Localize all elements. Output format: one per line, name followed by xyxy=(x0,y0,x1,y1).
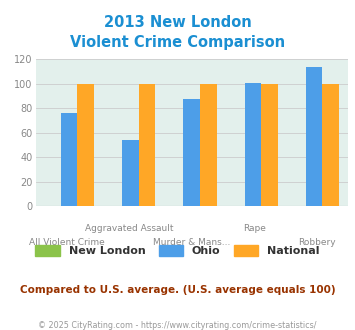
Bar xyxy=(306,67,322,206)
Bar xyxy=(139,84,155,206)
Legend: New London, Ohio, National: New London, Ohio, National xyxy=(31,241,324,261)
Bar xyxy=(261,84,278,206)
Bar xyxy=(322,84,339,206)
Bar xyxy=(200,84,217,206)
Text: Compared to U.S. average. (U.S. average equals 100): Compared to U.S. average. (U.S. average … xyxy=(20,285,335,295)
Text: Murder & Mans...: Murder & Mans... xyxy=(153,238,230,247)
Text: Violent Crime Comparison: Violent Crime Comparison xyxy=(70,35,285,50)
Bar xyxy=(122,140,139,206)
Bar xyxy=(184,99,200,206)
Bar xyxy=(61,113,77,206)
Text: Robbery: Robbery xyxy=(298,238,335,247)
Text: 2013 New London: 2013 New London xyxy=(104,15,251,30)
Text: © 2025 CityRating.com - https://www.cityrating.com/crime-statistics/: © 2025 CityRating.com - https://www.city… xyxy=(38,321,317,330)
Bar xyxy=(77,84,94,206)
Bar xyxy=(245,82,261,206)
Text: All Violent Crime: All Violent Crime xyxy=(29,238,105,247)
Text: Aggravated Assault: Aggravated Assault xyxy=(85,224,174,233)
Text: Rape: Rape xyxy=(243,224,266,233)
